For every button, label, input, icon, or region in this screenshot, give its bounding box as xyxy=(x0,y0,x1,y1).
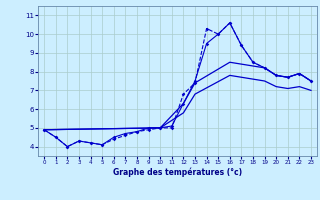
X-axis label: Graphe des températures (°c): Graphe des températures (°c) xyxy=(113,168,242,177)
